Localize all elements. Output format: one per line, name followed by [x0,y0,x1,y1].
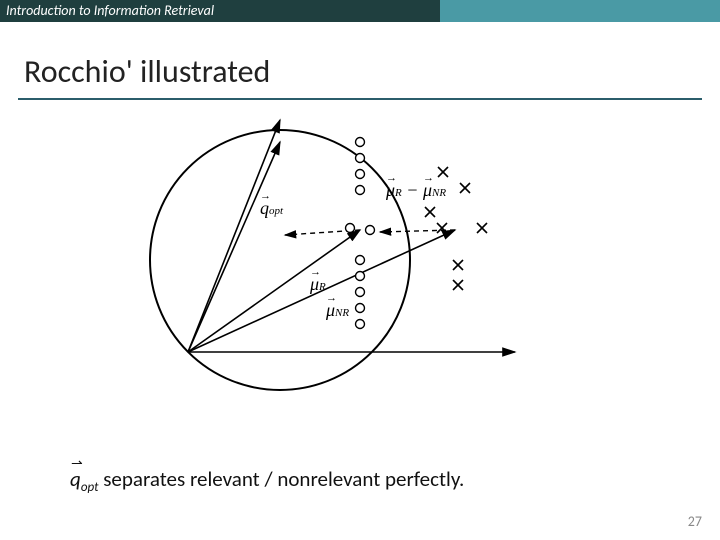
title-underline [18,98,702,100]
rocchio-diagram: →qopt →μR →μNR →μR − →μNR [110,110,610,440]
header-text: Introduction to Information Retrieval [6,2,214,19]
header-bar: Introduction to Information Retrieval [0,0,720,22]
caption-symbol: ⇀qopt [70,466,103,492]
slide-title: Rocchio' illustrated [24,52,270,91]
page-number: 27 [688,513,702,530]
label-mu-diff: →μR − →μNR [386,180,446,201]
caption-symbol-sub: opt [81,480,99,495]
caption-tail: separates relevant / nonrelevant perfect… [103,466,464,492]
label-mu-nr: →μNR [326,300,349,321]
label-mu-r: →μR [310,274,326,295]
caption: ⇀qopt separates relevant / nonrelevant p… [70,466,670,495]
header-bg-right [440,0,720,22]
label-q-opt: →qopt [260,198,283,219]
